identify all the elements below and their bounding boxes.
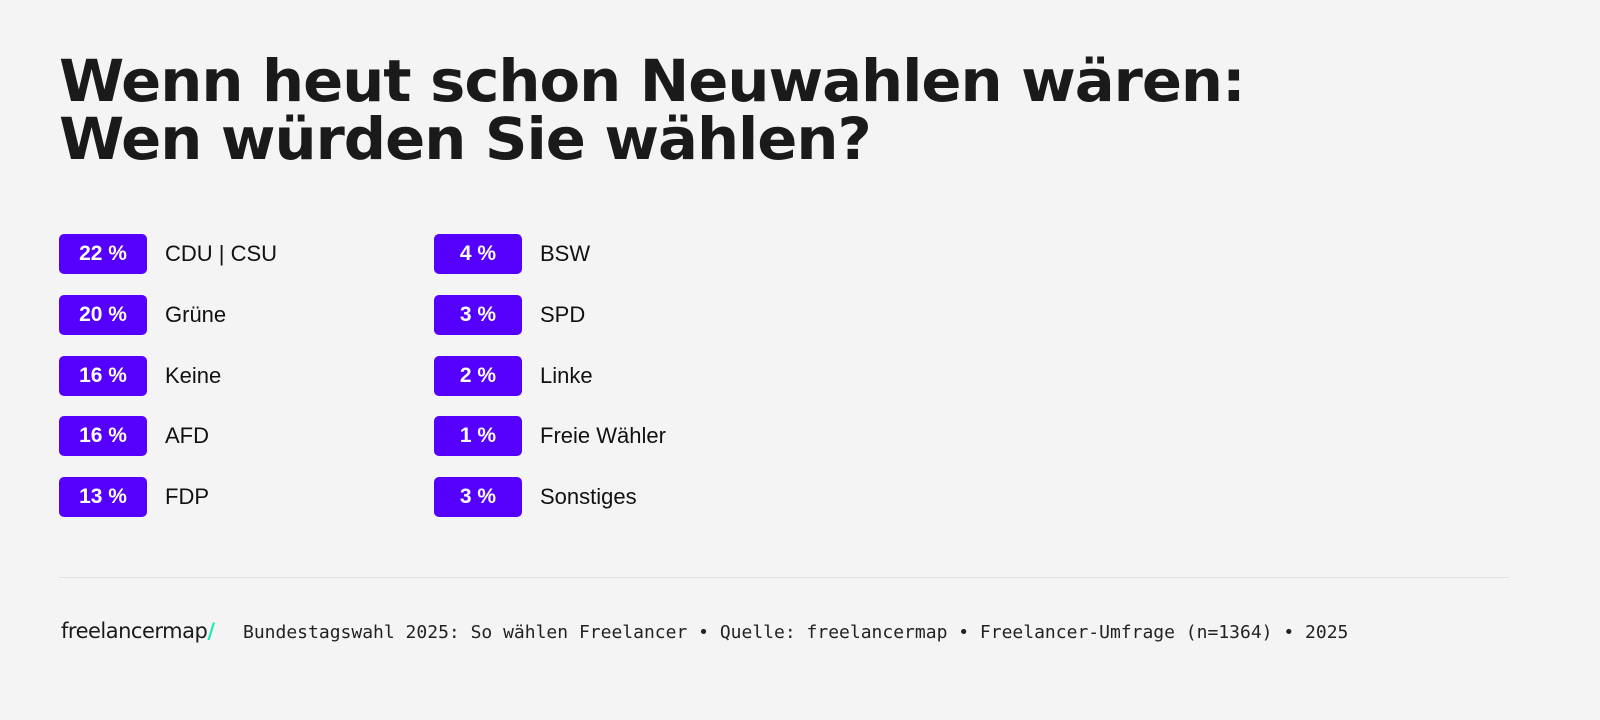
party-label: Sonstiges xyxy=(540,484,637,509)
result-row: 20 % Grüne xyxy=(59,295,226,335)
divider xyxy=(59,577,1509,578)
party-label: AFD xyxy=(165,423,209,448)
percent-badge: 20 % xyxy=(59,295,147,335)
percent-badge: 16 % xyxy=(59,416,147,456)
party-label: BSW xyxy=(540,241,591,266)
result-row: 4 % BSW xyxy=(434,234,590,274)
party-label: Grüne xyxy=(165,302,227,327)
percent-badge: 13 % xyxy=(59,477,147,517)
party-label: FDP xyxy=(165,484,209,509)
result-row: 13 % FDP xyxy=(59,477,209,517)
result-row: 3 % Sonstiges xyxy=(434,477,637,517)
party-label: SPD xyxy=(540,302,586,327)
percent-badge: 16 % xyxy=(59,356,147,396)
party-label: Keine xyxy=(165,363,222,388)
result-row: 16 % AFD xyxy=(59,416,209,456)
title-line-2: Wen würden Sie wählen? xyxy=(59,105,872,173)
percent-badge: 1 % xyxy=(434,416,522,456)
percent-badge: 3 % xyxy=(434,477,522,517)
result-row: 3 % SPD xyxy=(434,295,585,335)
percent-badge: 2 % xyxy=(434,356,522,396)
party-label: Freie Wähler xyxy=(540,423,666,448)
title-line-1: Wenn heut schon Neuwahlen wären: xyxy=(59,47,1246,115)
result-row: 2 % Linke xyxy=(434,356,593,396)
freelancermap-logo: freelancermap/ xyxy=(61,619,215,643)
source-note: Bundestagswahl 2025: So wählen Freelance… xyxy=(243,622,1349,643)
party-label: Linke xyxy=(540,363,593,388)
result-row: 22 % CDU | CSU xyxy=(59,234,277,274)
percent-badge: 4 % xyxy=(434,234,522,274)
party-label: CDU | CSU xyxy=(165,241,278,266)
page-title: Wenn heut schon Neuwahlen wären: Wen wür… xyxy=(59,47,1246,173)
percent-badge: 22 % xyxy=(59,234,147,274)
result-row: 16 % Keine xyxy=(59,356,221,396)
percent-badge: 3 % xyxy=(434,295,522,335)
result-row: 1 % Freie Wähler xyxy=(434,416,666,456)
